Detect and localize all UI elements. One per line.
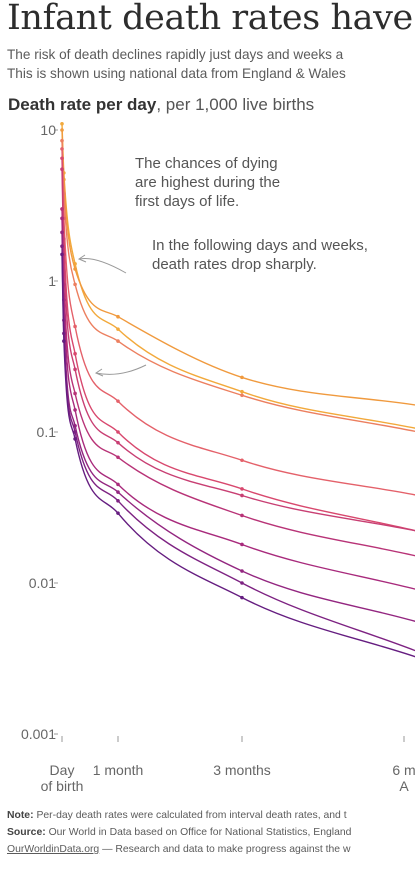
- annotation-2-arrowhead: [96, 369, 103, 376]
- series-0-point-3: [116, 327, 120, 331]
- series-6-point-2: [73, 392, 77, 396]
- series-1-point-0: [60, 128, 64, 132]
- series-10-point-1: [62, 339, 66, 343]
- series-4-point-0: [60, 156, 64, 160]
- series-10-point-3: [116, 511, 120, 515]
- series-1-point-4: [240, 376, 244, 380]
- footer-credit: OurWorldinData.org — Research and data t…: [7, 841, 415, 858]
- series-8-point-4: [240, 569, 244, 573]
- note-text: Per-day death rates were calculated from…: [34, 810, 347, 821]
- series-6-point-4: [240, 514, 244, 518]
- annotation-2-line-0: In the following days and weeks,: [152, 237, 368, 254]
- series-line-9: [62, 246, 415, 652]
- chart-title: Infant death rates have de: [7, 0, 415, 38]
- y-tick-label-0: 10: [40, 122, 56, 138]
- series-1-point-2: [73, 267, 77, 271]
- annotation-1-arrow: [80, 259, 126, 273]
- series-2-point-2: [73, 283, 77, 287]
- y-tick-label-3: 0.01: [29, 575, 56, 591]
- x-tick-label-0: Day: [50, 762, 75, 778]
- annotation-1-line-1: are highest during the: [135, 174, 280, 191]
- series-line-5: [62, 169, 415, 531]
- source-text: Our World in Data based on Office for Na…: [46, 827, 352, 838]
- series-7-point-3: [116, 483, 120, 487]
- series-line-7: [62, 218, 415, 590]
- series-5-point-0: [60, 167, 64, 171]
- subtitle-line-1: The risk of death declines rapidly just …: [7, 47, 343, 62]
- x-tick-label-3: 6 m: [392, 762, 415, 778]
- series-1-point-3: [116, 315, 120, 319]
- series-9-point-0: [60, 244, 64, 248]
- x-tick-label-0-line2: of birth: [41, 778, 84, 794]
- series-10-point-4: [240, 596, 244, 600]
- series-6-point-0: [60, 207, 64, 211]
- y-tick-label-2: 0.1: [37, 424, 57, 440]
- series-8-point-0: [60, 231, 64, 235]
- series-2-point-4: [240, 394, 244, 398]
- footer-tagline: — Research and data to make progress aga…: [99, 844, 350, 855]
- series-6-point-3: [116, 455, 120, 459]
- owid-link[interactable]: OurWorldinData.org: [7, 844, 99, 855]
- series-7-point-4: [240, 543, 244, 547]
- footer-source: Source: Our World in Data based on Offic…: [7, 824, 415, 841]
- series-3-point-3: [116, 399, 120, 403]
- series-8-point-3: [116, 490, 120, 494]
- series-line-4: [62, 158, 415, 531]
- series-9-point-3: [116, 499, 120, 503]
- series-10-point-2: [73, 437, 77, 441]
- footer-note: Note: Per-day death rates were calculate…: [7, 807, 415, 824]
- series-3-point-2: [73, 325, 77, 329]
- annotation-1-line-2: first days of life.: [135, 193, 239, 210]
- annotation-2-arrow: [96, 365, 146, 374]
- annotation-1-line-0: The chances of dying: [135, 155, 278, 172]
- series-4-point-3: [116, 430, 120, 434]
- series-0-point-0: [60, 122, 64, 126]
- series-5-point-4: [240, 494, 244, 498]
- series-3-point-0: [60, 147, 64, 151]
- series-4-point-4: [240, 487, 244, 491]
- subtitle-line-2: This is shown using national data from E…: [7, 66, 346, 81]
- series-2-point-3: [116, 339, 120, 343]
- footer: Note: Per-day death rates were calculate…: [7, 807, 415, 858]
- series-2-point-0: [60, 139, 64, 143]
- series-4-point-2: [73, 352, 77, 356]
- series-line-8: [62, 232, 415, 622]
- x-tick-label-2: 3 months: [213, 762, 271, 778]
- note-label: Note:: [7, 810, 34, 821]
- series-7-point-2: [73, 408, 77, 412]
- series-5-point-2: [73, 368, 77, 372]
- x-tick-label-1: 1 month: [93, 762, 144, 778]
- y-tick-label-1: 1: [48, 273, 56, 289]
- series-3-point-4: [240, 458, 244, 462]
- series-7-point-0: [60, 217, 64, 221]
- series-5-point-3: [116, 441, 120, 445]
- series-9-point-4: [240, 581, 244, 585]
- annotation-2-line-1: death rates drop sharply.: [152, 256, 317, 273]
- source-label: Source:: [7, 827, 46, 838]
- y-tick-label-4: 0.001: [21, 726, 56, 742]
- series-10-point-0: [60, 253, 64, 257]
- x-tick-label-3-line2: A: [399, 778, 409, 794]
- series-0-point-4: [240, 390, 244, 394]
